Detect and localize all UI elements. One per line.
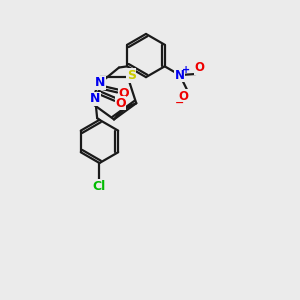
Text: N: N	[90, 92, 101, 105]
Text: N: N	[95, 76, 106, 89]
Text: S: S	[127, 69, 136, 82]
Text: O: O	[118, 87, 129, 101]
Text: O: O	[178, 90, 188, 103]
Text: O: O	[115, 97, 126, 110]
Text: O: O	[195, 61, 205, 74]
Text: −: −	[175, 98, 184, 108]
Text: N: N	[175, 68, 185, 82]
Text: Cl: Cl	[93, 180, 106, 193]
Text: +: +	[182, 64, 190, 75]
